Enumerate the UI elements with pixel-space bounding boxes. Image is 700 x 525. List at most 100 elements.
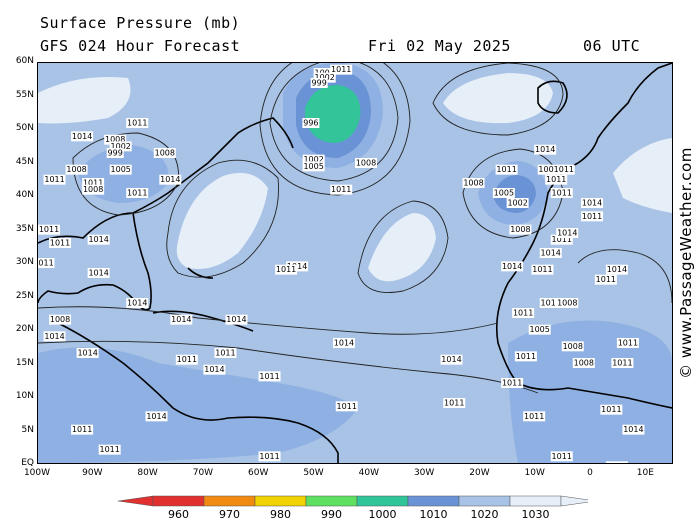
isobar-value-label: 1011 [82, 178, 105, 188]
svg-text:1014: 1014 [204, 365, 224, 374]
latitude-label: 45N [15, 156, 34, 167]
svg-text:1008: 1008 [574, 359, 594, 368]
isobar-value-label: 1011 [545, 174, 568, 185]
svg-text:1002: 1002 [314, 73, 334, 82]
svg-text:996: 996 [303, 119, 318, 128]
svg-text:1011: 1011 [496, 165, 516, 174]
high-pressure-canada [38, 77, 131, 124]
isobar-value-label: 1014 [170, 314, 193, 325]
svg-text:1011: 1011 [618, 339, 638, 348]
isobar-value-label: 1011 [214, 348, 237, 358]
isobar-value-label: 1014 [71, 131, 94, 142]
svg-text:1014: 1014 [146, 412, 166, 421]
latitude-label: 25N [15, 290, 34, 301]
svg-text:1005: 1005 [530, 325, 550, 334]
latitude-label: 50N [15, 123, 34, 133]
isobar-value-label: 1014 [145, 411, 168, 422]
colorbar-label: 1030 [521, 508, 550, 521]
svg-text:1011: 1011 [83, 179, 103, 188]
svg-text:1008: 1008 [463, 179, 483, 188]
svg-text:1011: 1011 [541, 299, 561, 308]
svg-text:1011: 1011 [39, 225, 59, 234]
isobar-value-label: 1011 [258, 371, 281, 382]
svg-text:1005: 1005 [303, 162, 323, 171]
latitude-label: 20N [15, 324, 34, 334]
isobar-value-label: 1014 [286, 261, 309, 272]
svg-text:1011: 1011 [127, 189, 147, 198]
svg-text:1011: 1011 [596, 275, 616, 284]
svg-text:1011: 1011 [38, 259, 54, 268]
high-pressure-north [443, 73, 553, 124]
svg-text:1011: 1011 [516, 352, 536, 361]
svg-text:1011: 1011 [259, 372, 279, 381]
svg-text:1014: 1014 [535, 145, 555, 154]
svg-text:1011: 1011 [44, 175, 64, 184]
isobar-value-label: 1014 [126, 298, 149, 308]
isobar-value-label: 1011 [605, 461, 628, 463]
coast-central-south-america [57, 322, 339, 463]
longitude-label: 20W [469, 468, 490, 478]
isobar-value-label: 1008 [82, 184, 105, 195]
isobar-value-label: 1011 [330, 64, 353, 75]
svg-text:1005: 1005 [111, 165, 131, 174]
isobar-value-label: 1002 [302, 154, 325, 165]
svg-text:1014: 1014 [623, 425, 643, 434]
svg-text:1005: 1005 [494, 189, 514, 198]
colorbar-cell [305, 495, 358, 507]
isobar-value-label: 1005 [492, 188, 515, 198]
high-pressure-west [176, 172, 268, 269]
isobar-value-label: 1011 [126, 188, 149, 198]
svg-text:1011: 1011 [177, 355, 197, 364]
isobar-value-label: 1008 [509, 224, 532, 235]
svg-text:1011: 1011 [607, 462, 627, 463]
isobar-value-label: 1014 [534, 144, 557, 155]
isobar-value-label: 1014 [332, 338, 355, 348]
svg-text:1008: 1008 [510, 225, 530, 234]
isobar-value-label: 1014 [76, 348, 99, 358]
isobar-value-label: 999 [310, 78, 328, 88]
svg-text:1014: 1014 [171, 315, 191, 324]
longitude-label: 30W [413, 468, 435, 478]
svg-text:1011: 1011 [331, 65, 351, 74]
isobar-value-label: 1002 [506, 198, 529, 208]
svg-text:1008: 1008 [356, 159, 376, 168]
coast-florida [187, 267, 214, 279]
isobar-value-label: 1011 [581, 211, 604, 222]
isobar-value-label: 996 [302, 118, 320, 128]
high-pressure-europe [613, 138, 672, 213]
longitude-label: 70W [192, 468, 214, 478]
svg-text:1011: 1011 [601, 405, 621, 414]
svg-text:1011: 1011 [99, 445, 119, 454]
isobar-value-label: 1008 [572, 358, 595, 368]
pressure-map: 1005101110029999961002100510081011101410… [37, 62, 673, 464]
isobar-value-label: 1011 [49, 238, 72, 248]
svg-text:1011: 1011 [72, 425, 92, 434]
isobar-value-label: 1001011 [537, 164, 575, 175]
coast-caribbean [152, 310, 254, 332]
isobar-value-label: 1002 [313, 72, 336, 83]
isobar-value-label: 1008 [49, 314, 72, 325]
isobar-value-label: 1011 [616, 338, 639, 348]
coast-gulf [38, 212, 152, 311]
colorbar-cell [458, 495, 511, 507]
latitude-label: 40N [15, 190, 34, 200]
svg-text:1014: 1014 [334, 339, 354, 348]
svg-text:1014: 1014 [502, 262, 522, 271]
isobar-value-label: 1014 [622, 424, 645, 435]
isobar-value-label: 1008 [355, 158, 378, 168]
isobar-value-label: 999 [106, 148, 124, 158]
pressure-legend: 960 970 980 990 1000 1010 1020 1030 [117, 493, 597, 523]
svg-text:1014: 1014 [160, 175, 180, 184]
svg-text:1014: 1014 [226, 315, 246, 324]
isobar-value-label: 1011 [523, 411, 546, 422]
isobar-value-label: 1011 [550, 188, 573, 198]
colorbar-cell [203, 495, 256, 507]
coast-europe-africa [495, 63, 672, 409]
colorbar-label: 960 [168, 508, 189, 521]
longitude-label: 60W [248, 468, 269, 478]
latitude-label: 10N [15, 391, 34, 401]
coastlines [38, 63, 672, 463]
svg-text:1011: 1011 [337, 402, 357, 411]
isobar-value-label: 1011 [611, 358, 634, 368]
colorbar-label: 1010 [419, 508, 448, 521]
